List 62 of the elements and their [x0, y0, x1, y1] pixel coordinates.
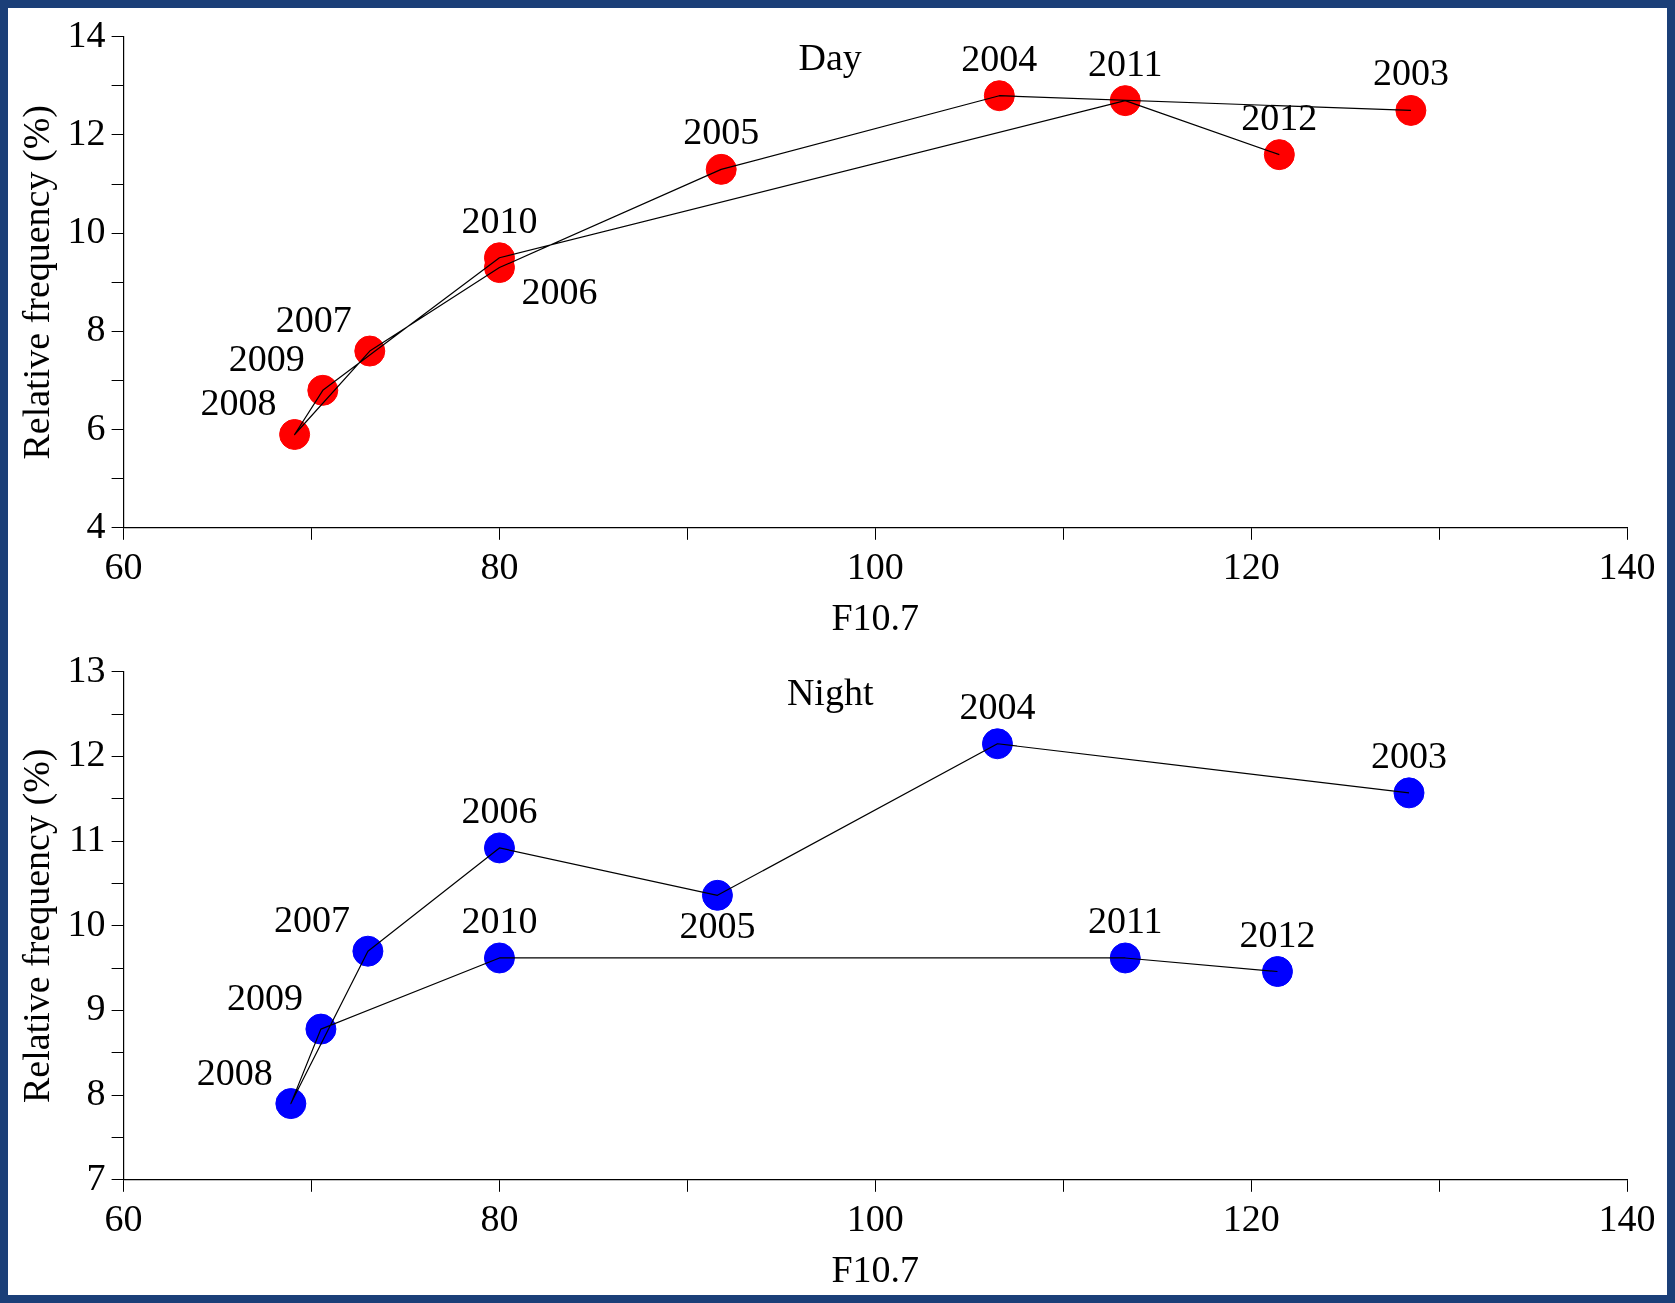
point	[275, 1088, 307, 1120]
x-axis-title: F10.7	[831, 596, 920, 639]
y-tick-label: 6	[86, 405, 106, 448]
y-tick-label: 4	[86, 503, 106, 546]
x-tick-label: 60	[104, 544, 143, 587]
annotation: 2007	[273, 898, 350, 941]
annotation: 2012	[1241, 95, 1318, 138]
point	[1263, 139, 1295, 171]
y-axis-title: Relative frequency (%)	[14, 748, 58, 1104]
annotation: 2003	[1372, 51, 1449, 94]
point	[305, 1013, 337, 1045]
y-tick-label: 13	[67, 647, 106, 690]
x-axis-title: F10.7	[831, 1248, 920, 1291]
annotation: 2008	[200, 381, 277, 424]
y-tick-label: 9	[86, 986, 106, 1029]
annotation: Day	[798, 35, 862, 78]
point	[983, 80, 1015, 112]
y-tick-label: 10	[67, 209, 106, 252]
y-tick-label: 8	[86, 1071, 106, 1114]
annotation: 2012	[1239, 912, 1316, 955]
y-axis-title: Relative frequency (%)	[14, 105, 58, 460]
y-tick-label: 12	[67, 110, 106, 153]
x-tick-label: 140	[1598, 1196, 1656, 1239]
annotation: 2008	[196, 1050, 273, 1093]
y-tick-label: 7	[86, 1155, 106, 1198]
annotation: 2003	[1371, 733, 1448, 776]
y-tick-label: 10	[67, 901, 106, 944]
x-tick-label: 120	[1222, 544, 1280, 587]
x-tick-label: 100	[846, 544, 904, 587]
point	[701, 879, 733, 911]
annotation: 2009	[226, 976, 303, 1019]
point	[483, 942, 515, 974]
point	[1109, 942, 1141, 974]
annotation: 2011	[1087, 898, 1163, 941]
annotation: 2006	[521, 269, 598, 312]
annotation: 2010	[461, 898, 538, 941]
y-tick-label: 14	[67, 12, 106, 55]
point	[483, 832, 515, 864]
x-tick-label: 60	[104, 1196, 143, 1239]
point	[352, 935, 384, 967]
annotation: 2004	[959, 684, 1036, 727]
x-tick-label: 140	[1598, 544, 1656, 587]
point	[1395, 94, 1427, 126]
annotation: 2005	[683, 110, 760, 153]
x-tick-label: 120	[1222, 1196, 1280, 1239]
y-tick-label: 8	[86, 307, 106, 350]
annotation: Night	[786, 670, 874, 713]
annotation: 2005	[679, 904, 756, 947]
y-tick-label: 12	[67, 732, 106, 775]
point	[705, 153, 737, 185]
annotation: 2004	[961, 36, 1038, 79]
x-tick-label: 100	[846, 1196, 904, 1239]
annotation: 2011	[1087, 41, 1163, 84]
annotation: 2006	[461, 788, 538, 831]
point	[1393, 777, 1425, 809]
x-tick-label: 80	[480, 544, 519, 587]
y-tick-label: 11	[69, 817, 106, 860]
point	[1261, 956, 1293, 988]
x-tick-label: 80	[480, 1196, 519, 1239]
point	[279, 419, 311, 451]
annotation: 2010	[461, 198, 538, 241]
point	[981, 728, 1013, 760]
